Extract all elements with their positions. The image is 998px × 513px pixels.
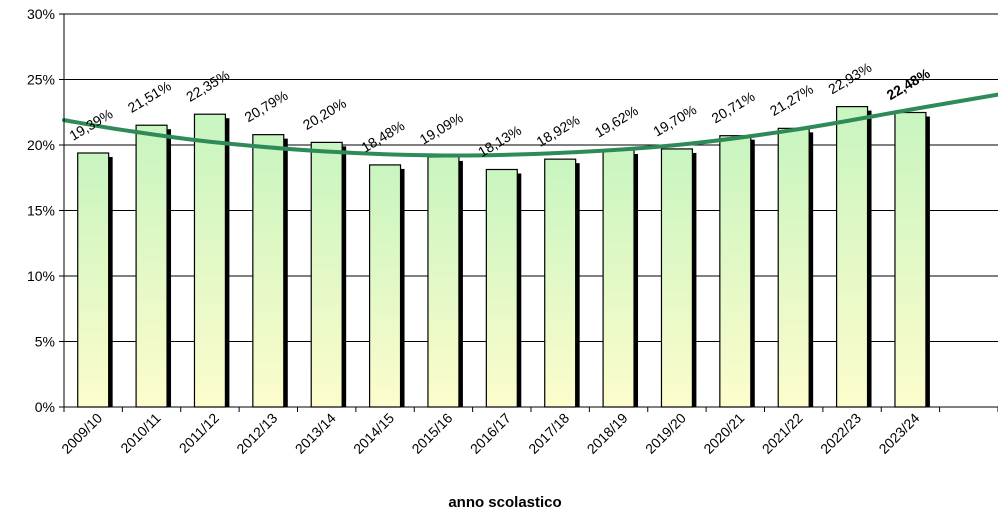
y-tick-label: 15% [27, 203, 55, 219]
bar [252, 134, 285, 408]
x-tick-label: 2017/18 [525, 410, 572, 457]
bar [135, 124, 168, 408]
y-tick-label: 30% [27, 6, 55, 22]
x-tick-label: 2022/23 [817, 410, 864, 457]
y-tick-label: 25% [27, 72, 55, 88]
data-label: 19,70% [650, 101, 699, 139]
bar [777, 127, 810, 408]
x-tick-label: 2023/24 [875, 410, 922, 457]
data-label: 19,09% [417, 109, 466, 147]
bar [602, 149, 635, 408]
y-tick-label: 0% [35, 399, 55, 415]
bar [427, 156, 460, 408]
y-tick-label: 20% [27, 137, 55, 153]
x-tick-label: 2015/16 [408, 410, 455, 457]
data-label: 21,51% [125, 78, 174, 116]
bars [77, 106, 930, 408]
y-tick-label: 5% [35, 334, 55, 350]
data-label: 20,79% [242, 87, 291, 125]
bar [77, 152, 110, 408]
x-tick-label: 2019/20 [642, 410, 689, 457]
data-label: 20,71% [709, 88, 758, 126]
data-label: 19,62% [592, 102, 641, 140]
x-tick-label: 2016/17 [467, 410, 514, 457]
x-tick-label: 2014/15 [350, 410, 397, 457]
y-tick-label: 10% [27, 268, 55, 284]
bar [544, 158, 577, 408]
x-tick-label: 2011/12 [176, 410, 223, 457]
x-tick-label: 2010/11 [117, 410, 164, 457]
x-tick-label: 2021/22 [759, 410, 806, 457]
data-label: 19,39% [66, 105, 115, 143]
data-label: 18,48% [358, 117, 407, 155]
bar [835, 106, 869, 408]
x-tick-label: 2009/10 [58, 410, 105, 457]
bar [310, 141, 343, 408]
x-tick-label: 2012/13 [233, 410, 280, 457]
bar [719, 135, 752, 408]
trendline [62, 92, 998, 158]
data-label: 22,35% [183, 67, 232, 105]
trendline-path [62, 92, 998, 158]
data-label: 22,48% [884, 65, 933, 103]
x-axis-title: anno scolastico [448, 494, 561, 511]
x-tick-label: 2013/14 [292, 410, 339, 457]
x-tick-label: 2020/21 [700, 410, 747, 457]
bar [193, 113, 227, 408]
bar [894, 111, 927, 408]
bar [660, 148, 694, 408]
bar [368, 164, 402, 408]
data-label: 21,27% [767, 81, 816, 119]
data-label: 18,92% [533, 112, 582, 150]
data-label: 22,93% [825, 59, 874, 97]
x-tick-label: 2018/19 [584, 410, 631, 457]
data-label: 20,20% [300, 95, 349, 133]
bar [485, 168, 518, 408]
